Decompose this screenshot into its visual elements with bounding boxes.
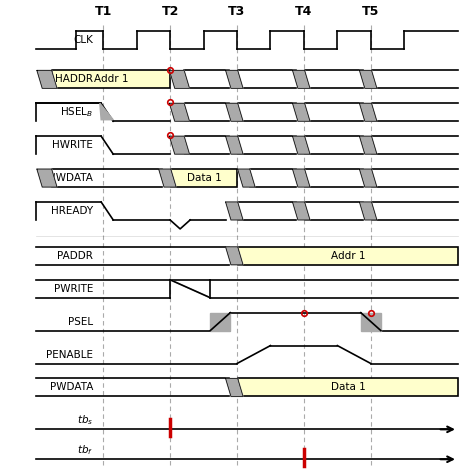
Text: $tb_f$: $tb_f$ — [77, 443, 93, 457]
Text: T2: T2 — [161, 5, 179, 18]
Polygon shape — [292, 169, 310, 187]
Polygon shape — [359, 136, 377, 154]
Polygon shape — [226, 202, 243, 220]
Text: T3: T3 — [228, 5, 246, 18]
Text: PWDATA: PWDATA — [50, 383, 93, 392]
Polygon shape — [292, 136, 310, 154]
Text: Addr 1: Addr 1 — [331, 251, 365, 261]
Polygon shape — [37, 169, 57, 187]
Polygon shape — [237, 169, 255, 187]
Polygon shape — [359, 103, 377, 121]
Text: HADDR: HADDR — [55, 74, 93, 84]
Polygon shape — [210, 313, 230, 331]
Text: T1: T1 — [94, 5, 112, 18]
Text: HSEL$_B$: HSEL$_B$ — [60, 105, 93, 119]
Text: Data 1: Data 1 — [331, 383, 365, 392]
Polygon shape — [226, 378, 243, 396]
Text: HREADY: HREADY — [51, 206, 93, 216]
Text: HWDATA: HWDATA — [48, 173, 93, 183]
Text: PENABLE: PENABLE — [46, 349, 93, 360]
Text: Data 1: Data 1 — [187, 173, 221, 183]
Polygon shape — [169, 103, 190, 121]
Text: PADDR: PADDR — [57, 251, 93, 261]
Polygon shape — [169, 136, 190, 154]
Polygon shape — [226, 103, 243, 121]
Polygon shape — [37, 70, 57, 88]
Text: T4: T4 — [295, 5, 313, 18]
Polygon shape — [292, 70, 310, 88]
Bar — [52, 70, 170, 88]
Polygon shape — [170, 280, 210, 298]
Bar — [238, 378, 458, 396]
Text: HWRITE: HWRITE — [52, 140, 93, 150]
Polygon shape — [226, 136, 243, 154]
Text: PWRITE: PWRITE — [54, 284, 93, 294]
Text: CLK: CLK — [73, 36, 93, 46]
Polygon shape — [359, 70, 377, 88]
Text: Addr 1: Addr 1 — [93, 74, 128, 84]
Bar — [238, 247, 458, 265]
Polygon shape — [226, 247, 243, 265]
Text: $tb_s$: $tb_s$ — [77, 413, 93, 427]
Bar — [172, 169, 237, 187]
Text: T5: T5 — [362, 5, 380, 18]
Polygon shape — [292, 202, 310, 220]
Polygon shape — [100, 103, 113, 120]
Polygon shape — [359, 202, 377, 220]
Polygon shape — [359, 169, 377, 187]
Polygon shape — [292, 103, 310, 121]
Polygon shape — [169, 70, 190, 88]
Polygon shape — [226, 70, 243, 88]
Polygon shape — [361, 313, 381, 331]
Text: PSEL: PSEL — [68, 317, 93, 327]
Polygon shape — [159, 169, 176, 187]
